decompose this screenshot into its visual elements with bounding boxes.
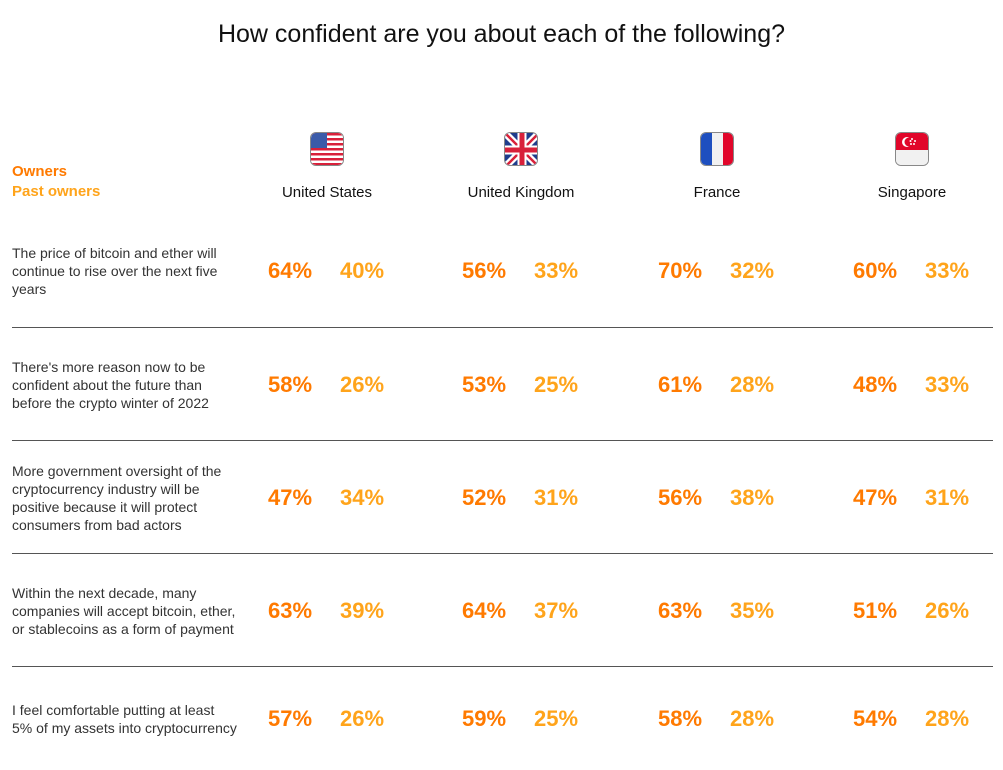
- table-row: The price of bitcoin and ether will cont…: [12, 214, 993, 328]
- owners-value: 58%: [267, 371, 313, 397]
- country-name: United Kingdom: [467, 184, 575, 201]
- owners-value: 61%: [657, 371, 703, 397]
- past-owners-value: 33%: [924, 371, 970, 397]
- past-owners-value: 26%: [339, 371, 385, 397]
- uk-flag-icon: [504, 132, 538, 166]
- row-divider: [12, 440, 993, 441]
- past-owners-value: 34%: [339, 484, 385, 510]
- past-owners-value: 28%: [924, 705, 970, 731]
- owners-value: 53%: [461, 371, 507, 397]
- owners-value: 64%: [267, 258, 313, 283]
- statement-label: Within the next decade, many companies w…: [12, 584, 236, 637]
- past-owners-value: 35%: [729, 597, 775, 623]
- france-flag-icon: [700, 132, 734, 166]
- us-flag-icon: [310, 132, 344, 166]
- past-owners-value: 33%: [924, 258, 970, 283]
- past-owners-value: 32%: [729, 258, 775, 283]
- country-header: France: [627, 132, 807, 201]
- past-owners-value: 31%: [924, 484, 970, 510]
- row-divider: [12, 327, 993, 328]
- country-header: United Kingdom: [431, 132, 611, 201]
- owners-value: 60%: [852, 258, 898, 283]
- country-header: Singapore: [822, 132, 1002, 201]
- past-owners-value: 31%: [533, 484, 579, 510]
- past-owners-value: 28%: [729, 371, 775, 397]
- country-header: United States: [237, 132, 417, 201]
- legend-past-owners: Past owners: [12, 183, 101, 200]
- legend-owners: Owners: [12, 163, 68, 180]
- row-divider: [12, 553, 993, 554]
- owners-value: 51%: [852, 597, 898, 623]
- owners-value: 47%: [267, 484, 313, 510]
- statement-label: More government oversight of the cryptoc…: [12, 462, 222, 533]
- statement-label: There's more reason now to be confident …: [12, 358, 209, 411]
- owners-value: 56%: [657, 484, 703, 510]
- table-row: Within the next decade, many companies w…: [12, 554, 993, 667]
- chart-title: How confident are you about each of the …: [217, 20, 786, 48]
- past-owners-value: 39%: [339, 597, 385, 623]
- table-row: More government oversight of the cryptoc…: [12, 441, 993, 554]
- row-divider: [12, 666, 993, 667]
- owners-value: 47%: [852, 484, 898, 510]
- country-name: United States: [281, 184, 373, 201]
- owners-value: 56%: [461, 258, 507, 283]
- past-owners-value: 28%: [729, 705, 775, 731]
- table-row: I feel comfortable putting at least 5% o…: [12, 667, 993, 770]
- owners-value: 70%: [657, 258, 703, 283]
- past-owners-value: 25%: [533, 705, 579, 731]
- past-owners-value: 25%: [533, 371, 579, 397]
- owners-value: 48%: [852, 371, 898, 397]
- legend: Owners Past owners: [12, 162, 100, 202]
- owners-value: 59%: [461, 705, 507, 731]
- past-owners-value: 37%: [533, 597, 579, 623]
- country-name: Singapore: [877, 184, 947, 201]
- owners-value: 54%: [852, 705, 898, 731]
- past-owners-value: 26%: [924, 597, 970, 623]
- owners-value: 58%: [657, 705, 703, 731]
- past-owners-value: 40%: [339, 258, 385, 283]
- singapore-flag-icon: [895, 132, 929, 166]
- country-name: France: [693, 184, 741, 201]
- statement-label: The price of bitcoin and ether will cont…: [12, 245, 218, 297]
- table-row: There's more reason now to be confident …: [12, 328, 993, 441]
- past-owners-value: 26%: [339, 705, 385, 731]
- owners-value: 52%: [461, 484, 507, 510]
- past-owners-value: 38%: [729, 484, 775, 510]
- statement-label: I feel comfortable putting at least 5% o…: [12, 701, 237, 736]
- owners-value: 57%: [267, 705, 313, 731]
- owners-value: 64%: [461, 597, 507, 623]
- past-owners-value: 33%: [533, 258, 579, 283]
- owners-value: 63%: [267, 597, 313, 623]
- owners-value: 63%: [657, 597, 703, 623]
